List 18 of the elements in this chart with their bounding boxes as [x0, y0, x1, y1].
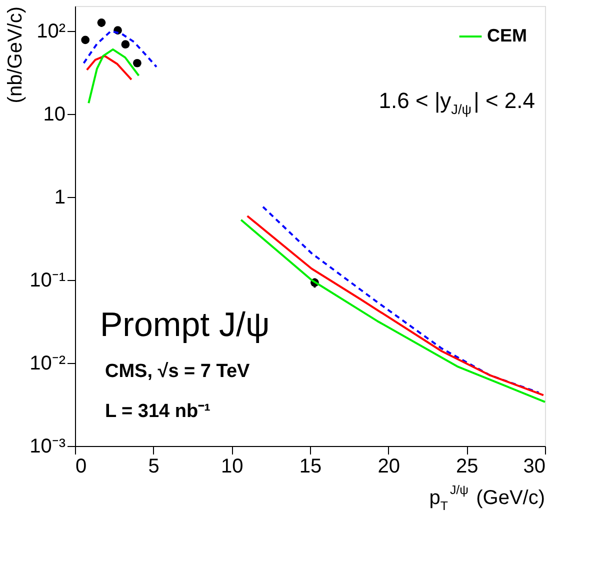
- y-tick-label: 1: [54, 186, 66, 208]
- x-tick-label: 30: [523, 456, 546, 478]
- y-tick-label: 10²: [36, 20, 66, 42]
- annotation: L = 314 nb⁻¹: [105, 401, 210, 422]
- x-tick-label: 5: [148, 456, 160, 478]
- y-tick-label: 10⁻³: [30, 436, 66, 458]
- y-tick-label: 10⁻¹: [30, 269, 66, 292]
- x-tick-label: 20: [378, 456, 400, 478]
- x-tick-label: 10: [221, 456, 244, 478]
- annotation: CMS, √s = 7 TeV: [105, 361, 250, 382]
- legend-label: CEM: [487, 26, 527, 46]
- x-tick-label: 0: [76, 456, 87, 478]
- y-axis-title: (nb/GeV/c): [4, 6, 27, 104]
- x-tick-label: 25: [456, 456, 478, 478]
- x-tick-label: 15: [299, 456, 322, 478]
- annotation: Prompt J/ψ: [100, 306, 270, 344]
- y-tick-label: 10⁻²: [30, 352, 66, 374]
- y-tick-label: 10: [43, 103, 66, 126]
